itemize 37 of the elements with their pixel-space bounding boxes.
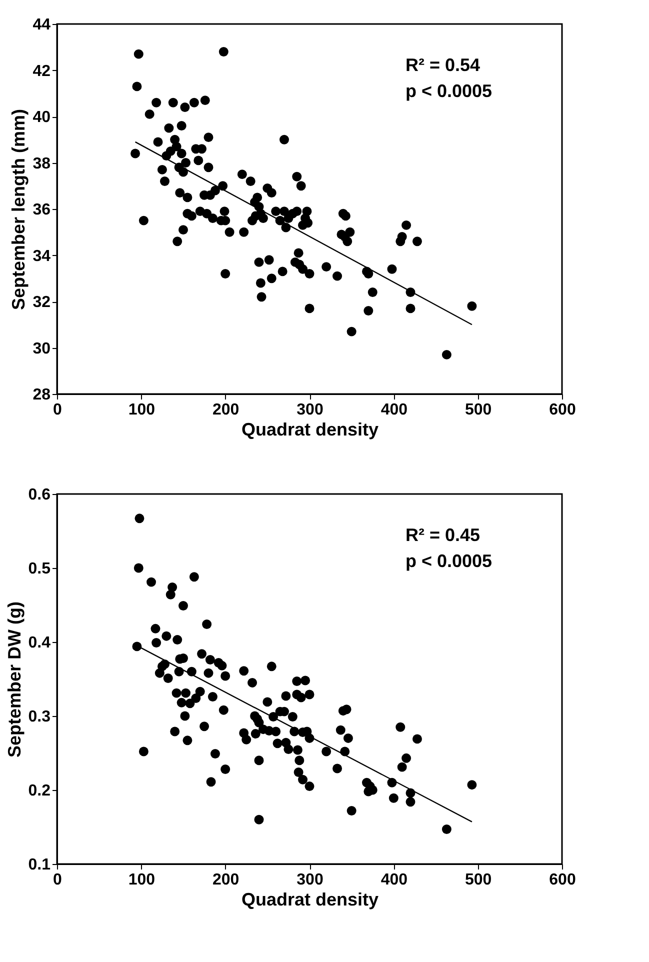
- y-tick-label: 0.5: [28, 560, 51, 578]
- x-axis-title: Quadrat density: [241, 420, 379, 440]
- y-tick-label: 36: [32, 202, 51, 218]
- y-tick-label: 0.1: [28, 856, 51, 874]
- annotation: R² = 0.45: [405, 525, 480, 545]
- y-tick-label: 28: [32, 386, 51, 404]
- y-tick-label: 44: [32, 16, 51, 34]
- y-tick-label: 0.3: [28, 708, 51, 726]
- x-tick-label: 500: [464, 402, 492, 418]
- y-axis-title: September DW (g): [4, 601, 24, 758]
- y-tick-label: 0.6: [28, 486, 51, 504]
- x-tick-label: 0: [53, 402, 62, 418]
- y-tick-label: 0.2: [28, 782, 51, 800]
- y-tick-label: 34: [32, 248, 51, 265]
- annotation: R² = 0.54: [405, 55, 480, 75]
- x-axis-title: Quadrat density: [241, 890, 379, 910]
- y-tick-label: 0.4: [28, 634, 51, 652]
- x-tick-label: 500: [464, 872, 492, 888]
- x-tick-label: 600: [549, 872, 576, 888]
- x-tick-label: 400: [380, 872, 408, 888]
- x-tick-label: 100: [128, 402, 156, 418]
- y-axis-title: September length (mm): [8, 108, 29, 310]
- x-tick-label: 600: [549, 402, 576, 418]
- annotation: p < 0.0005: [405, 551, 492, 571]
- y-tick-label: 38: [32, 155, 51, 172]
- y-tick-label: 30: [32, 340, 51, 358]
- y-tick-label: 40: [32, 109, 51, 126]
- x-tick-label: 200: [212, 402, 240, 418]
- x-tick-label: 400: [380, 402, 408, 418]
- x-tick-label: 100: [128, 872, 156, 888]
- y-tick-label: 42: [32, 62, 51, 80]
- x-tick-label: 300: [296, 872, 324, 888]
- x-tick-label: 200: [212, 872, 240, 888]
- y-tick-label: 32: [32, 294, 51, 311]
- annotation: p < 0.0005: [405, 81, 492, 101]
- x-tick-label: 0: [53, 872, 62, 888]
- x-tick-label: 300: [296, 402, 324, 418]
